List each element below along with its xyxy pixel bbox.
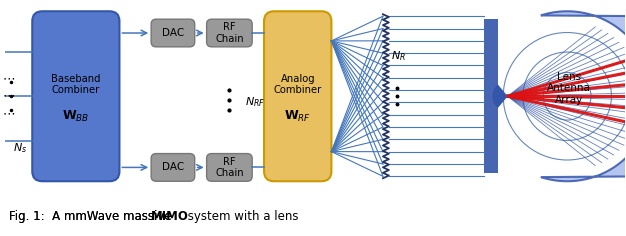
Text: ⋯: ⋯ bbox=[3, 90, 15, 103]
FancyBboxPatch shape bbox=[207, 154, 252, 181]
Text: $N_{RF}$: $N_{RF}$ bbox=[245, 95, 265, 109]
Text: DAC: DAC bbox=[162, 162, 184, 173]
Text: Fig. 1:  A mmWave massive: Fig. 1: A mmWave massive bbox=[9, 210, 175, 223]
Text: $\mathbf{W}_{BB}$: $\mathbf{W}_{BB}$ bbox=[62, 109, 90, 124]
Text: DAC: DAC bbox=[162, 28, 184, 38]
Text: system with a lens: system with a lens bbox=[184, 210, 299, 223]
Text: RF
Chain: RF Chain bbox=[215, 157, 244, 178]
FancyBboxPatch shape bbox=[33, 11, 120, 181]
Text: RF
Chain: RF Chain bbox=[215, 22, 244, 44]
Text: Fig. 1:  A mmWave massive: Fig. 1: A mmWave massive bbox=[9, 210, 175, 223]
Wedge shape bbox=[493, 84, 508, 108]
Text: $\mathbf{W}_{RF}$: $\mathbf{W}_{RF}$ bbox=[284, 109, 311, 124]
Text: Analog
Combiner: Analog Combiner bbox=[274, 74, 322, 95]
Polygon shape bbox=[541, 11, 626, 181]
Polygon shape bbox=[484, 16, 498, 177]
Text: Baseband
Combiner: Baseband Combiner bbox=[51, 74, 101, 95]
Text: ⋯: ⋯ bbox=[3, 72, 15, 85]
FancyBboxPatch shape bbox=[207, 19, 252, 47]
Text: Lens
Antenna
Array: Lens Antenna Array bbox=[547, 72, 591, 105]
Text: $N_R$: $N_R$ bbox=[391, 49, 406, 63]
Text: $N_s$: $N_s$ bbox=[13, 141, 28, 155]
FancyBboxPatch shape bbox=[264, 11, 331, 181]
Text: MIMO: MIMO bbox=[151, 210, 189, 223]
Text: ⋯: ⋯ bbox=[3, 108, 15, 121]
FancyBboxPatch shape bbox=[151, 154, 195, 181]
FancyBboxPatch shape bbox=[151, 19, 195, 47]
